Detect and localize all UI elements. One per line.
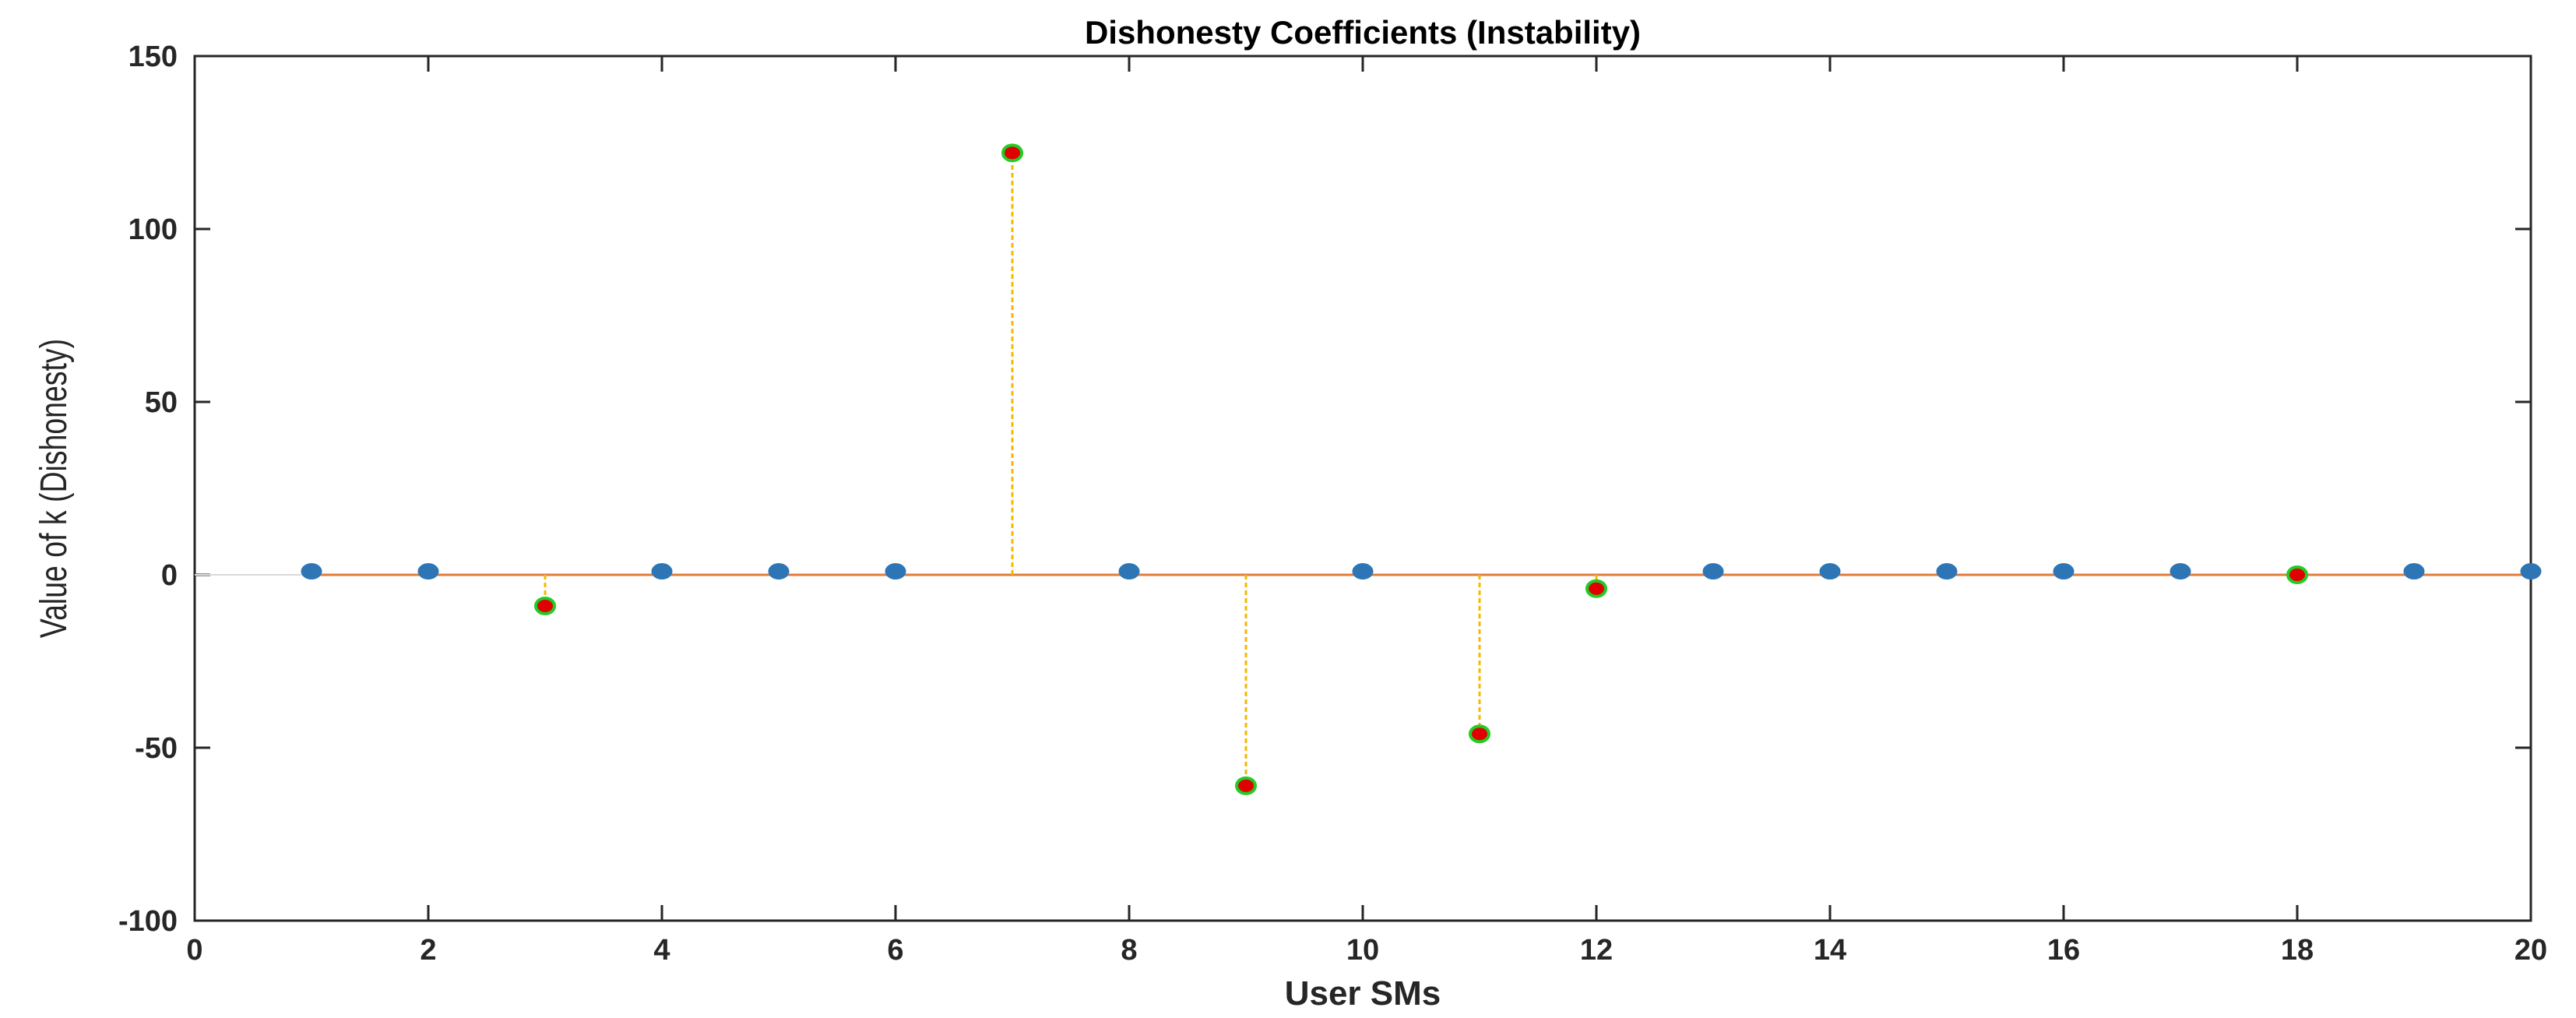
- honest-point: [1352, 563, 1374, 580]
- dishonest-point: [1235, 776, 1257, 795]
- dishonest-point: [1469, 724, 1490, 744]
- honest-point: [301, 563, 322, 580]
- x-tick-label: 20: [2514, 934, 2547, 967]
- dishonest-point: [1585, 579, 1607, 598]
- x-tick-label: 4: [653, 934, 670, 967]
- chart-title: Dishonesty Coefficients (Instability): [1085, 14, 1641, 51]
- dishonest-point: [2286, 565, 2308, 584]
- x-tick-label: 10: [1346, 934, 1379, 967]
- honest-point: [2170, 563, 2191, 580]
- honest-point: [885, 563, 906, 580]
- honest-point: [1118, 563, 1140, 580]
- x-axis-label: User SMs: [1285, 974, 1441, 1013]
- y-tick-label: -50: [135, 732, 178, 765]
- x-tick-label: 8: [1121, 934, 1137, 967]
- y-tick-label: -100: [118, 905, 178, 938]
- honest-point: [768, 563, 790, 580]
- y-tick-label: 0: [161, 559, 178, 592]
- honest-point: [1936, 563, 1958, 580]
- y-tick-label: 50: [145, 386, 178, 419]
- y-tick-label: 150: [128, 41, 178, 73]
- honest-point: [651, 563, 673, 580]
- y-tick-label: 100: [128, 213, 178, 246]
- honest-point: [2520, 563, 2542, 580]
- honest-point: [2053, 563, 2075, 580]
- x-tick-label: 16: [2047, 934, 2080, 967]
- x-tick-label: 6: [887, 934, 903, 967]
- dishonest-point: [534, 596, 556, 615]
- honest-point: [1819, 563, 1841, 580]
- x-tick-label: 0: [186, 934, 202, 967]
- honest-point: [2403, 563, 2425, 580]
- dishonest-point: [1001, 143, 1023, 163]
- x-tick-label: 2: [420, 934, 436, 967]
- x-tick-label: 18: [2281, 934, 2314, 967]
- x-tick-label: 12: [1580, 934, 1613, 967]
- plot-area-frame: [193, 55, 2532, 922]
- honest-point: [417, 563, 439, 580]
- x-tick-label: 14: [1814, 934, 1846, 967]
- honest-point: [1702, 563, 1724, 580]
- y-axis-label: Value of k (Dishonesty): [33, 339, 76, 638]
